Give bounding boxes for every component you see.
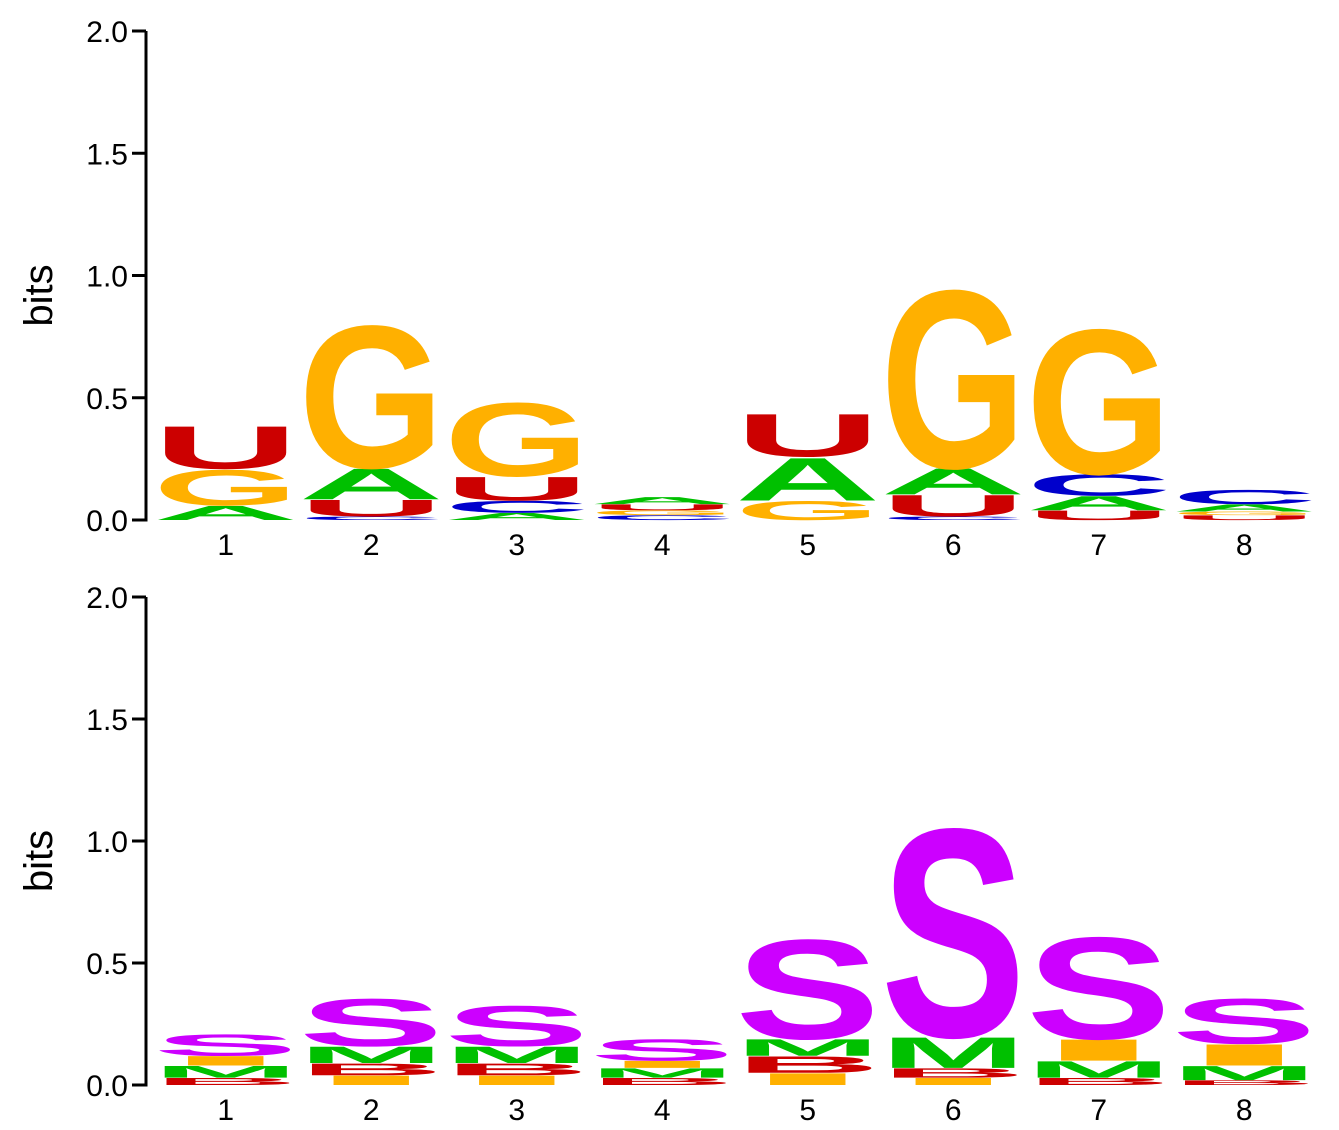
logo-letter-M: M [444,1042,589,1068]
x-tick-label: 5 [799,1094,816,1127]
logo-letter-B: B [590,1076,735,1087]
logo-letter-U: U [590,503,735,512]
x-tick-label: 2 [363,1094,380,1127]
x-tick-label: 7 [1090,529,1107,562]
y-tick-label: 2.0 [86,16,128,49]
y-tick-label: 1.5 [86,138,128,171]
logo-letter-U: U [444,470,590,508]
logo-letter-S: S [881,767,1026,1100]
logo-letter-B: B [881,1066,1026,1081]
logo-letter-M: M [735,1034,880,1060]
y-tick-label: 1.0 [86,826,128,859]
logo-letter-S: S [299,985,444,1061]
logo-letter-S: S [590,1033,735,1067]
logo-letter-G: G [590,509,735,517]
logo-letter-I: I [299,1073,444,1088]
logo-letter-I: I [590,1059,735,1070]
logo-letter-G: G [735,496,880,526]
y-tick-label: 0.5 [86,383,128,416]
logo-letter-U: U [299,495,444,522]
x-tick-label: 4 [654,1094,671,1127]
logo-letter-B: B [1026,1076,1171,1087]
logo-letter-A: A [590,495,735,506]
logo-letter-G: G [881,238,1026,522]
logo-letter-S: S [1172,985,1317,1057]
logo-letter-A: A [444,511,589,522]
logo-letter-C: C [590,514,735,522]
logo-letter-G: G [299,284,444,511]
x-tick-label: 8 [1236,1094,1253,1127]
logo-letter-I: I [735,1070,880,1089]
y-tick-label: 0.0 [86,505,128,538]
logo-letter-I: I [444,1073,589,1088]
logo-letter-C: C [1026,468,1172,502]
logo-letter-G: G [1026,286,1171,518]
logo-letter-U: U [880,489,1026,523]
logo-letter-B: B [153,1076,298,1087]
y-tick-label: 1.5 [86,704,128,737]
x-tick-label: 6 [945,1094,962,1127]
logo-letter-I: I [153,1053,298,1068]
x-tick-label: 2 [363,529,380,562]
logo-letter-M: M [881,1028,1026,1077]
y-tick-label: 2.0 [86,582,128,615]
logo-letter-U: U [735,401,881,470]
logo-letter-C: C [880,515,1026,521]
y-axis-label: bits [17,264,61,326]
logo-letter-S: S [153,1028,298,1062]
logo-letter-M: M [1172,1062,1317,1085]
x-tick-label: 8 [1236,529,1253,562]
x-tick-label: 4 [654,529,671,562]
y-tick-label: 1.0 [86,261,128,294]
y-tick-label: 0.5 [86,948,128,981]
logo-letter-B: B [298,1060,444,1079]
logo-letter-M: M [299,1042,444,1068]
logo-letter-B: B [1172,1079,1317,1087]
logo-letter-G: G [444,382,589,499]
logo-letter-A: A [735,445,881,514]
logo-letter-S: S [444,994,589,1058]
x-tick-label: 6 [945,529,962,562]
logo-letter-G: G [1172,511,1317,517]
logo-letter-M: M [1026,1056,1171,1082]
logo-letter-M: M [153,1063,298,1082]
logo-letter-A: A [1172,502,1317,513]
x-tick-label: 1 [217,1094,234,1127]
logo-letter-B: B [735,1051,880,1077]
x-tick-label: 7 [1090,1094,1107,1127]
logo-letter-S: S [735,910,880,1069]
y-axis-label: bits [17,830,61,892]
logo-letter-S: S [1026,907,1171,1070]
logo-letter-U: U [153,413,299,482]
logo-letter-A: A [881,461,1026,503]
logo-letter-I: I [1172,1038,1317,1072]
logo-letter-M: M [590,1066,735,1081]
x-tick-label: 5 [799,529,816,562]
logo-letter-A: A [153,502,298,525]
logo-letter-I: I [1026,1033,1171,1067]
logo-letter-B: B [444,1060,590,1079]
logo-letter-I: I [881,1076,1026,1087]
logo-letter-G: G [153,460,298,517]
x-tick-label: 3 [508,1094,525,1127]
y-tick-label: 0.0 [86,1070,128,1103]
logo-letter-C: C [444,497,590,516]
logo-letter-U: U [1026,508,1171,523]
logo-letter-U: U [1172,514,1317,522]
x-tick-label: 1 [217,529,234,562]
logo-letter-C: C [298,515,444,521]
x-tick-label: 3 [508,529,525,562]
logo-letter-A: A [1026,492,1171,515]
logo-letter-A: A [299,459,444,508]
logo-letter-C: C [1172,486,1317,509]
